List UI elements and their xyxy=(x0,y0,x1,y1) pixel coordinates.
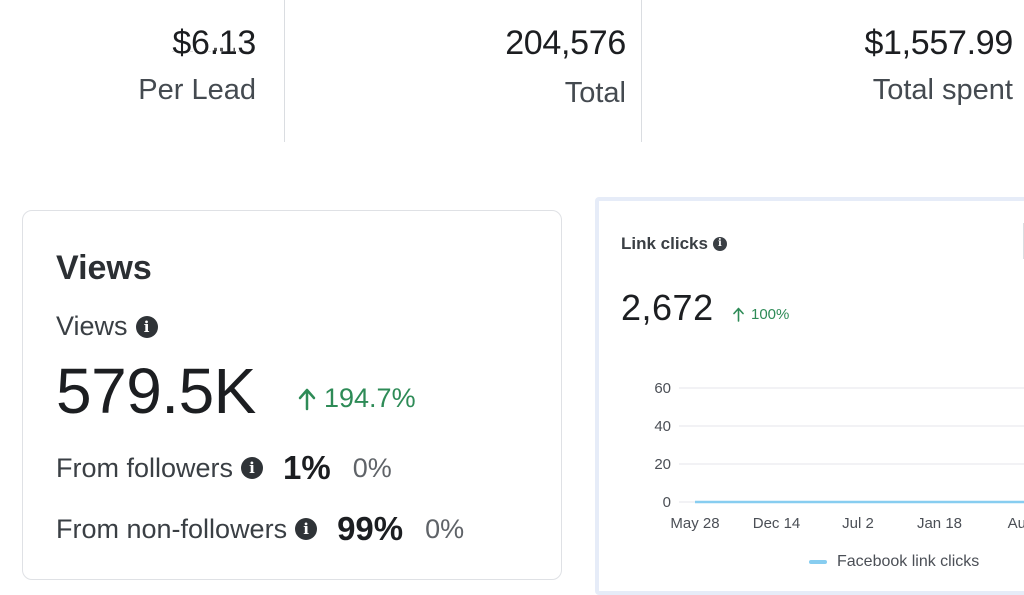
link-clicks-delta-text: 100% xyxy=(751,306,790,323)
link-clicks-value: 2,672 xyxy=(621,287,714,328)
chart-legend[interactable]: Facebook link clicks xyxy=(809,553,979,571)
total-label: Total xyxy=(564,77,626,109)
link-clicks-title-text: Link clicks xyxy=(621,234,708,253)
x-tick-label: Jul 2 xyxy=(842,515,874,532)
views-metric-label-text: Views xyxy=(56,311,128,341)
link-clicks-delta: 100% xyxy=(733,306,789,323)
legend-label: Facebook link clicks xyxy=(837,553,980,570)
total-spent-value: $1,557.99 xyxy=(864,24,1013,62)
info-icon[interactable]: i xyxy=(135,315,158,338)
per-lead-value: $6.13 xyxy=(172,24,256,62)
y-tick-label: 20 xyxy=(654,456,671,473)
x-tick-label: Dec 14 xyxy=(753,515,801,532)
arrow-up-icon xyxy=(733,307,744,322)
views-row-percent: 1% xyxy=(283,449,331,486)
info-icon[interactable]: i xyxy=(241,457,264,479)
views-row-label: From followers xyxy=(56,452,234,483)
stat-divider xyxy=(641,0,642,142)
y-tick-label: 0 xyxy=(663,494,671,511)
views-metric-value: 579.5K xyxy=(56,355,256,427)
y-tick-label: 40 xyxy=(654,418,671,435)
total-spent-label: Total spent xyxy=(872,74,1013,106)
views-metric-label: Views i xyxy=(56,311,158,342)
y-tick-label: 60 xyxy=(654,380,671,397)
stat-per-lead: $6.13 Per Lead xyxy=(0,0,256,142)
views-row-percent: 99% xyxy=(337,510,404,547)
views-card: Views Views i 579.5K 194.7% From followe… xyxy=(22,210,562,580)
x-tick-label: Jan 18 xyxy=(917,515,962,532)
link-clicks-card: Link clicks i 2,672 100% 0 20 40 60 May 28 De… xyxy=(595,197,1024,595)
x-tick-label: Aug xyxy=(1008,515,1024,532)
views-delta: 194.7% xyxy=(298,383,416,414)
link-clicks-title: Link clicks i xyxy=(621,234,727,254)
info-icon[interactable]: i xyxy=(295,518,318,540)
total-value: 204,576 xyxy=(505,24,626,62)
stat-divider xyxy=(284,0,285,142)
views-row-label: From non-followers xyxy=(56,513,288,544)
x-tick-label: May 28 xyxy=(670,515,719,532)
arrow-up-icon xyxy=(298,388,316,410)
views-row-non-followers: From non-followers i 99% 0% xyxy=(56,510,464,548)
info-icon[interactable]: i xyxy=(712,237,727,251)
views-delta-text: 194.7% xyxy=(324,383,416,413)
stat-total: 204,576 Total xyxy=(300,0,626,142)
link-clicks-chart: 0 20 40 60 May 28 Dec 14 Jul 2 Jan 18 Aug xyxy=(654,380,1024,532)
views-row-change: 0% xyxy=(352,452,392,483)
views-row-followers: From followers i 1% 0% xyxy=(56,449,392,487)
legend-swatch xyxy=(809,560,827,564)
views-card-title: Views xyxy=(56,249,152,287)
per-lead-label: Per Lead xyxy=(138,74,256,106)
stat-total-spent: $1,557.99 Total spent xyxy=(660,0,1013,142)
views-row-change: 0% xyxy=(425,513,465,544)
